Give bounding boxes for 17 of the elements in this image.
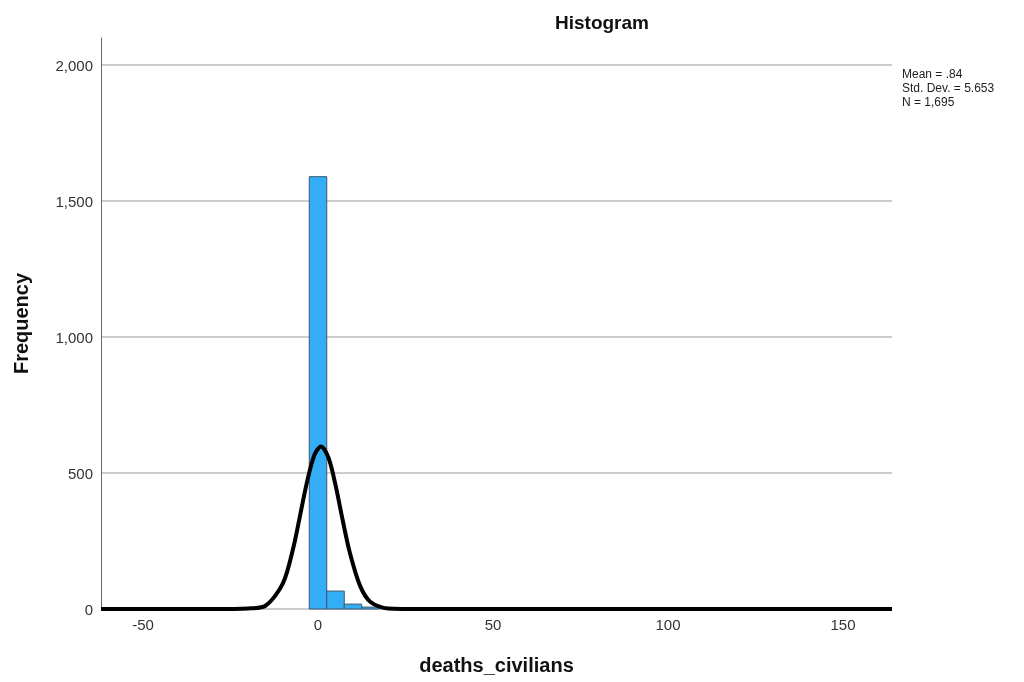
- y-tick-label: 1,000: [55, 328, 93, 346]
- y-tick-label: 0: [84, 600, 93, 618]
- x-tick-label: 100: [655, 616, 681, 633]
- x-tick-label: 0: [313, 616, 323, 633]
- text: Std. Dev. = 5.653: [902, 81, 995, 95]
- text: Mean = .84: [902, 67, 963, 81]
- x-tick-label: 150: [830, 616, 856, 633]
- x-tick-label: -50: [132, 616, 154, 633]
- y-axis-title: Frequency: [10, 272, 32, 375]
- y-tick-label: 1,500: [55, 192, 93, 210]
- y-tick-label: 2,000: [55, 56, 93, 74]
- line-series: [99, 444, 894, 611]
- text: N = 1,695: [902, 95, 955, 109]
- y-tick-label: 500: [67, 464, 93, 482]
- x-axis-title: deaths_civilians: [419, 654, 574, 676]
- x-tick-label: 50: [484, 616, 502, 633]
- chart-title: Histogram: [555, 12, 649, 33]
